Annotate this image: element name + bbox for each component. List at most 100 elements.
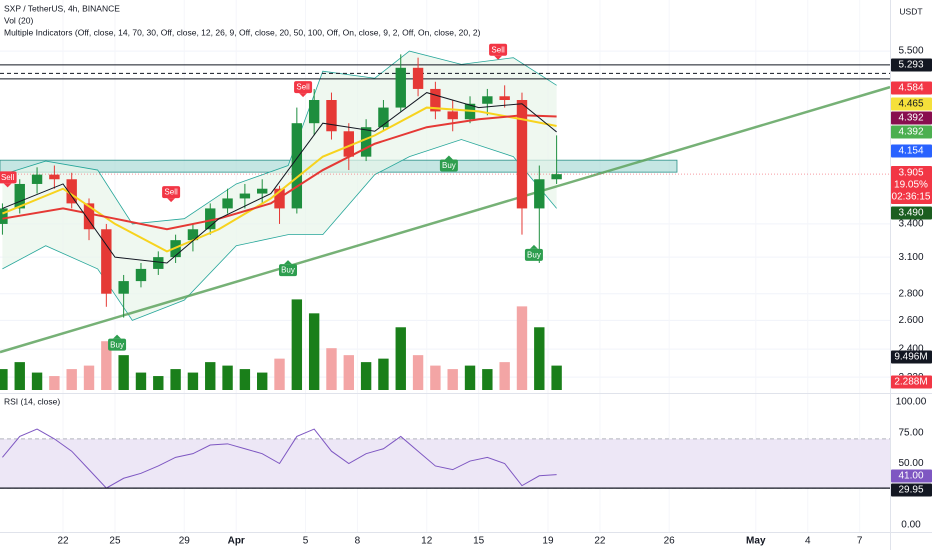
x-tick-label: 5 [303,536,309,547]
candle-body [66,179,77,204]
x-tick-label: 22 [594,536,606,547]
signal-box [108,338,127,351]
volume-bar [534,327,545,390]
volume-bar [499,362,510,390]
candle-body [534,179,545,209]
indicator-legend: Multiple Indicators (Off, close, 14, 70,… [4,27,481,37]
candle-body [222,198,233,209]
sell-signal: Sell [489,43,508,60]
volume-bar [135,372,147,390]
volume-bar [412,355,424,390]
candle-body [551,174,562,180]
buy-signal: Buy [108,334,127,351]
volume-bar [153,376,164,390]
volume-bar [274,358,285,390]
time-axis-bg [0,532,890,550]
candle-body [187,229,199,241]
volume-bar [447,369,458,390]
price-tag: 4.465 [898,99,923,110]
volume-bar [222,365,233,390]
volume-bar [464,365,476,390]
price-tag: 5.293 [898,60,923,71]
trendline [0,85,891,354]
volume-bar [101,341,112,390]
rsi-tick-label: 50.00 [898,458,923,469]
volume-bar [378,358,389,390]
bollinger-fill [2,51,557,321]
volume-bar [239,369,251,390]
candle-body [205,208,216,230]
candle-body [0,208,8,224]
volume-tag-bg [891,375,932,389]
candle-body [395,67,406,108]
candle-body [83,203,95,230]
moving-average [2,92,557,264]
volume-bar [326,348,337,390]
signal-pointer [284,260,293,265]
signal-label: Sell [296,83,310,92]
candle-body [239,193,251,199]
volume-bar [482,369,493,390]
signal-label: Buy [110,340,124,349]
price-tag-bg [891,111,932,125]
y-tick-label: 2.800 [898,288,923,299]
x-tick-label: 15 [473,536,485,547]
signal-pointer [113,334,122,339]
volume-bar [551,365,562,390]
x-tick-label: Apr [228,536,245,547]
volume-bar [291,299,303,390]
candle-body [360,127,372,157]
x-tick-label: 26 [664,536,676,547]
current-tag-bg [891,166,932,204]
volume-bar [49,376,60,390]
signal-box [279,264,298,277]
candle-body [101,229,112,294]
candle-body [257,188,268,194]
sell-signal: Sell [162,186,181,203]
x-tick-label: 29 [179,536,191,547]
x-tick-label: May [746,536,766,547]
volume-tag-bg [891,350,932,364]
candle-body [516,100,528,209]
currency-label: USDT [899,6,922,16]
sell-signal: Sell [294,81,313,98]
chart-title: SXP / TetherUS, 4h, BINANCE [4,3,120,13]
signal-label: Buy [281,266,295,275]
volume-bar [118,355,129,390]
y-tick-label: 3.100 [898,252,923,263]
rsi-tick-label: 100.00 [896,397,927,408]
candle-body [153,257,164,269]
moving-average [2,114,557,231]
candle-body [135,268,147,282]
volume-tag: 2.288M [894,377,927,388]
signal-pointer [167,198,176,203]
axis-layer: 2.2202.4002.6002.8003.1003.4005.50022252… [57,46,932,547]
moving-average [2,106,557,253]
volume-bar [308,313,320,390]
signal-box [0,171,17,184]
rsi-tag-bg [891,469,932,483]
current-change: 19.05% [894,180,928,191]
volume-bar [257,372,268,390]
candle-body [482,96,493,104]
signal-pointer [529,244,538,249]
rsi-tag-bg [891,483,932,497]
x-tick-label: 7 [857,536,863,547]
volume-bar [0,369,8,390]
volume-bar [66,369,77,390]
y-tick-label: 2.400 [898,344,923,355]
buy-signal: Buy [279,260,298,277]
price-tag: 4.392 [898,127,923,138]
rsi-tick-label: 75.00 [898,427,923,438]
price-tag-bg [891,58,932,72]
plot-layer: Sell Sell Sell Sell Buy Buy Buy Buy [0,43,891,489]
y-tick-label: 5.500 [898,46,923,57]
signal-box [489,43,508,56]
rsi-tag: 29.95 [898,485,923,496]
signal-label: Buy [527,250,541,259]
volume-legend: Vol (20) [4,15,33,25]
price-tag: 4.154 [898,146,923,157]
candle-body [378,107,389,128]
